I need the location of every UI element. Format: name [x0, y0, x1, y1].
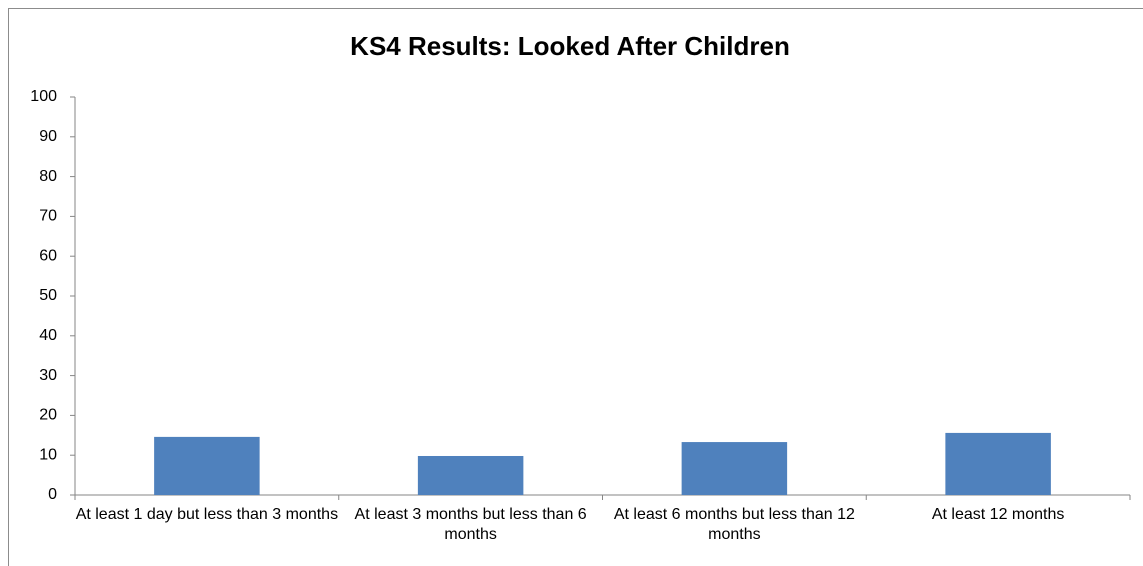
- y-tick-label: 10: [39, 446, 57, 463]
- y-tick-label: 90: [39, 128, 57, 145]
- y-tick-label: 100: [30, 88, 57, 105]
- bar: [681, 442, 788, 495]
- x-tick-label: At least 6 months but less than 12 month…: [613, 506, 855, 543]
- bar: [154, 436, 260, 495]
- y-tick-label: 50: [39, 287, 57, 304]
- x-tick-label: At least 1 day but less than 3 months: [75, 506, 339, 523]
- bar: [417, 455, 524, 495]
- y-tick-label: 20: [39, 407, 57, 424]
- chart-border: [8, 8, 1143, 566]
- chart-title: KS4 Results: Looked After Children: [350, 31, 790, 61]
- y-tick-label: 0: [48, 486, 57, 503]
- y-tick-label: 40: [39, 327, 57, 344]
- x-tick-label: At least 12 months: [931, 506, 1065, 523]
- y-tick-label: 30: [39, 367, 57, 384]
- bar: [945, 432, 1051, 495]
- y-tick-label: 60: [39, 247, 57, 264]
- y-tick-label: 80: [39, 168, 57, 185]
- y-tick-label: 70: [39, 208, 57, 225]
- x-tick-label: At least 3 months but less than 6 months: [354, 506, 587, 543]
